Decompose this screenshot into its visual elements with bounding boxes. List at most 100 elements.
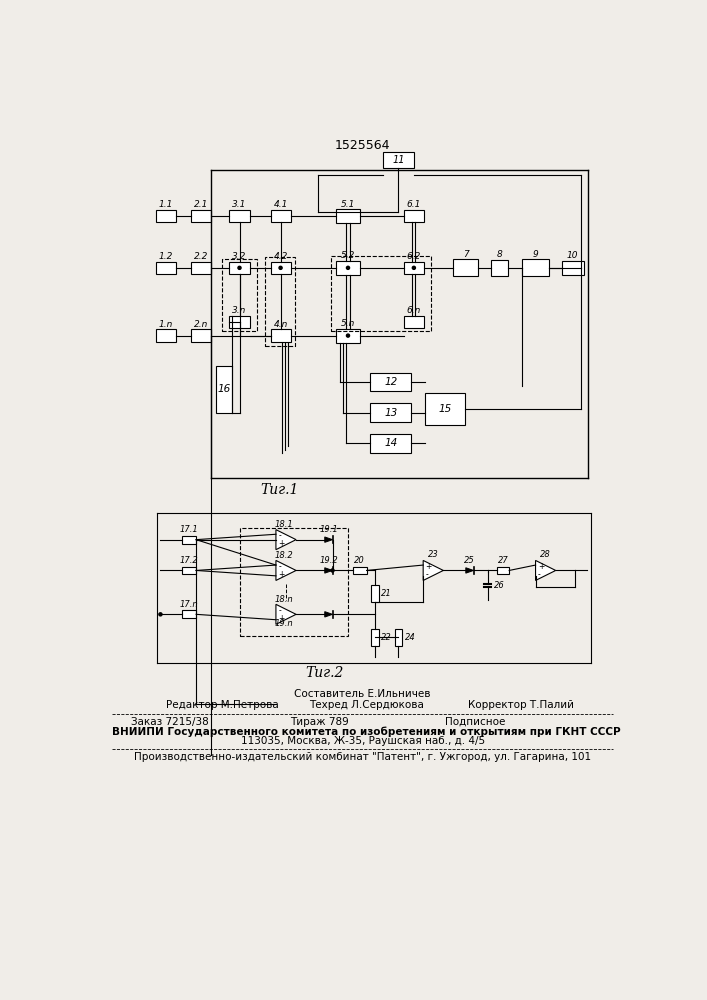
Circle shape — [412, 266, 416, 269]
Polygon shape — [423, 560, 443, 580]
Text: 1.n: 1.n — [158, 320, 173, 329]
Text: Τиг.2: Τиг.2 — [305, 666, 344, 680]
Text: +: + — [279, 539, 285, 548]
Text: +: + — [279, 614, 285, 623]
Text: -: - — [538, 570, 541, 579]
Text: Тираж 789: Тираж 789 — [290, 717, 349, 727]
Text: -: - — [279, 531, 281, 540]
Text: Редактор М.Петрова: Редактор М.Петрова — [166, 700, 279, 710]
Bar — [182, 567, 196, 574]
Text: 5.1: 5.1 — [341, 200, 355, 209]
Text: 3.n: 3.n — [233, 306, 247, 315]
Text: 1.1: 1.1 — [158, 200, 173, 209]
Text: -: - — [426, 570, 428, 579]
Text: 6.2: 6.2 — [407, 252, 421, 261]
Text: 10: 10 — [567, 251, 578, 260]
Text: 18.2: 18.2 — [274, 551, 293, 560]
Text: -: - — [279, 606, 281, 615]
Text: 17.n: 17.n — [180, 600, 199, 609]
Bar — [182, 536, 196, 544]
Polygon shape — [325, 568, 332, 573]
Polygon shape — [276, 604, 296, 624]
Bar — [191, 329, 211, 342]
Bar — [331, 256, 431, 331]
Text: 5.n: 5.n — [341, 319, 355, 328]
Text: 12: 12 — [384, 377, 397, 387]
Bar — [216, 366, 232, 413]
Text: 18.1: 18.1 — [274, 520, 293, 529]
Bar — [191, 262, 211, 274]
Bar — [453, 259, 478, 276]
Polygon shape — [466, 568, 474, 573]
Polygon shape — [325, 537, 332, 542]
Text: 18.n: 18.n — [274, 595, 293, 604]
Text: 6.n: 6.n — [407, 306, 421, 315]
Bar — [404, 210, 424, 222]
Bar — [265, 257, 295, 346]
Bar — [156, 262, 176, 274]
Text: 9: 9 — [532, 250, 539, 259]
Bar — [240, 528, 348, 636]
Text: 7: 7 — [463, 250, 469, 259]
Polygon shape — [535, 560, 556, 580]
Polygon shape — [276, 560, 296, 580]
Text: 20: 20 — [354, 556, 365, 565]
Text: 22: 22 — [381, 633, 392, 642]
Circle shape — [159, 613, 162, 616]
Bar — [271, 210, 291, 222]
Circle shape — [279, 266, 282, 269]
Bar — [491, 260, 508, 276]
Text: 3.1: 3.1 — [233, 200, 247, 209]
Bar — [383, 152, 414, 168]
Bar — [404, 316, 424, 328]
Text: 19.2: 19.2 — [320, 556, 338, 565]
Text: 28: 28 — [540, 550, 551, 559]
Text: 4.2: 4.2 — [274, 252, 288, 261]
Text: Производственно-издательский комбинат "Патент", г. Ужгород, ул. Гагарина, 101: Производственно-издательский комбинат "П… — [134, 752, 591, 762]
Text: 14: 14 — [384, 438, 397, 448]
Bar — [395, 629, 402, 646]
Text: 21: 21 — [381, 589, 392, 598]
Text: 13: 13 — [384, 408, 397, 418]
Text: 1.2: 1.2 — [158, 252, 173, 261]
Bar — [562, 261, 583, 275]
Text: +: + — [538, 562, 544, 571]
Text: 24: 24 — [404, 633, 415, 642]
Text: 16: 16 — [217, 384, 230, 394]
Text: 6.1: 6.1 — [407, 200, 421, 209]
Bar — [425, 393, 465, 425]
Text: 8: 8 — [496, 250, 502, 259]
Bar — [370, 403, 411, 422]
Polygon shape — [325, 612, 332, 617]
Bar — [230, 316, 250, 328]
Text: 19.n: 19.n — [274, 619, 293, 628]
Text: 11: 11 — [392, 155, 404, 165]
Text: Τиг.1: Τиг.1 — [261, 483, 299, 497]
Bar — [230, 262, 250, 274]
Bar — [353, 567, 367, 574]
Bar — [223, 259, 257, 331]
Circle shape — [346, 334, 349, 337]
Circle shape — [331, 569, 334, 572]
Bar — [371, 629, 379, 646]
Bar — [522, 259, 549, 276]
Text: 2.1: 2.1 — [194, 200, 208, 209]
Text: 19.1: 19.1 — [320, 525, 338, 534]
Bar — [497, 567, 509, 574]
Text: 27: 27 — [498, 556, 508, 565]
Text: 113035, Москва, Ж-35, Раушская наб., д. 4/5: 113035, Москва, Ж-35, Раушская наб., д. … — [240, 736, 485, 746]
Text: ВНИИПИ Государственного комитета по изобретениям и открытиям при ГКНТ СССР: ВНИИПИ Государственного комитета по изоб… — [112, 727, 620, 737]
Text: 3.2: 3.2 — [233, 252, 247, 261]
Text: -: - — [279, 562, 281, 571]
Text: 2.n: 2.n — [194, 320, 208, 329]
Text: 4.1: 4.1 — [274, 200, 288, 209]
Bar — [371, 585, 379, 602]
Text: Подписное: Подписное — [445, 717, 506, 727]
Bar — [230, 210, 250, 222]
Polygon shape — [276, 530, 296, 550]
Text: 15: 15 — [438, 404, 452, 414]
Bar — [370, 373, 411, 391]
Text: 23: 23 — [428, 550, 438, 559]
Text: 25: 25 — [464, 556, 475, 565]
Text: Корректор Т.Палий: Корректор Т.Палий — [468, 700, 574, 710]
